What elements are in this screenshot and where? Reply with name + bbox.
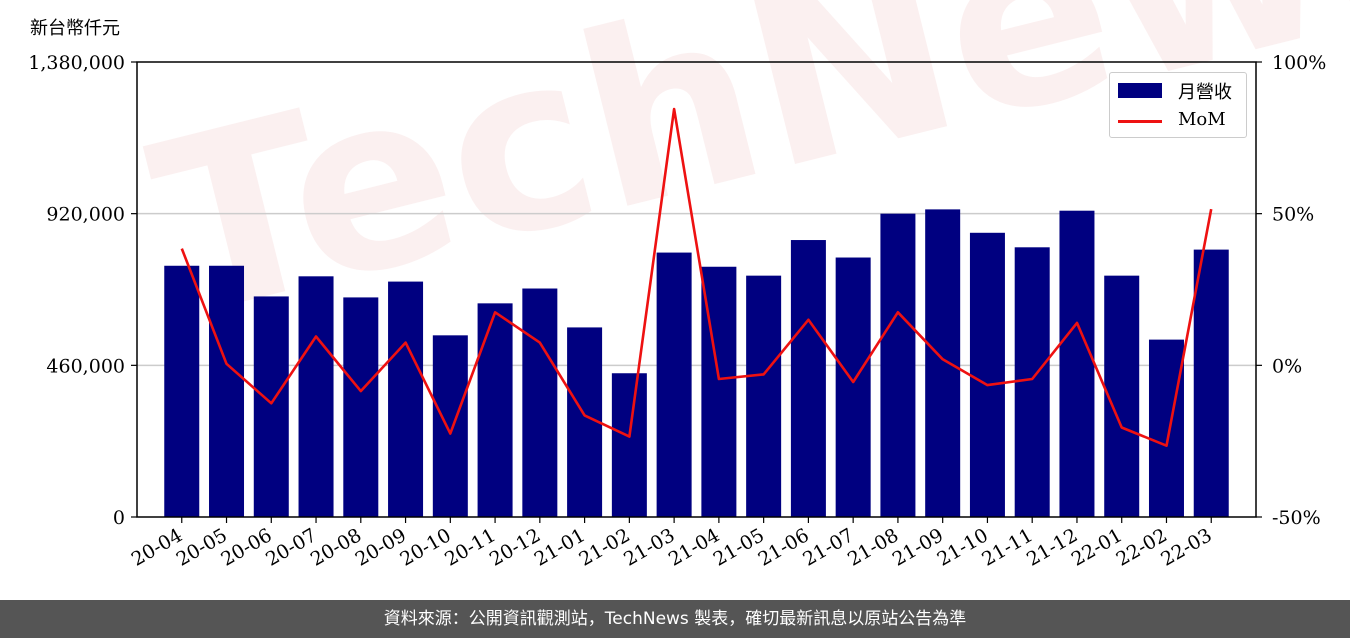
- x-tick-label: 20-07: [262, 524, 320, 570]
- y-right-tick-label: -50%: [1272, 507, 1321, 529]
- bar-20-12: [522, 288, 558, 517]
- chart-legend: 月營收 MoM: [1109, 72, 1247, 138]
- bar-21-10: [969, 232, 1005, 517]
- bar-21-12: [1059, 210, 1095, 517]
- footer-source-note: 資料來源：公開資訊觀測站，TechNews 製表，確切最新訊息以原站公告為準: [0, 600, 1350, 638]
- bar-20-07: [298, 276, 334, 517]
- x-tick-label: 21-06: [754, 524, 812, 570]
- y-left-tick-label: 920,000: [46, 204, 125, 226]
- y-right-tick-label: 50%: [1272, 204, 1314, 226]
- x-tick-label: 20-10: [396, 524, 454, 570]
- x-tick-label: 21-07: [799, 524, 857, 570]
- x-tick-label: 21-02: [575, 524, 633, 570]
- bar-21-06: [790, 240, 826, 518]
- x-tick-label: 22-01: [1068, 524, 1126, 570]
- x-tick-label: 22-03: [1157, 524, 1215, 570]
- x-tick-label: 21-03: [620, 524, 678, 570]
- x-tick-label: 20-11: [441, 524, 499, 570]
- x-tick-label: 21-12: [1023, 524, 1081, 570]
- x-tick-label: 21-01: [531, 524, 589, 570]
- y-left-tick-label: 460,000: [46, 355, 125, 377]
- bar-21-07: [835, 257, 871, 517]
- x-tick-label: 20-09: [352, 524, 410, 570]
- x-tick-label: 20-08: [307, 524, 365, 570]
- y-left-tick-label: 0: [113, 507, 125, 529]
- y-left-tick-label: 1,380,000: [28, 52, 125, 74]
- x-tick-label: 22-02: [1113, 524, 1171, 570]
- bar-21-02: [611, 373, 647, 517]
- bar-20-09: [388, 281, 424, 517]
- x-tick-label: 21-09: [889, 524, 947, 570]
- x-tick-label: 20-12: [486, 524, 544, 570]
- bar-20-04: [164, 265, 200, 517]
- legend-swatch-mom: [1118, 120, 1162, 123]
- bar-20-11: [477, 303, 513, 517]
- bar-22-01: [1104, 275, 1140, 517]
- x-tick-label: 21-05: [710, 524, 768, 570]
- bar-21-11: [1014, 247, 1050, 517]
- legend-item-revenue: 月營收: [1118, 78, 1242, 103]
- plot-frame: [136, 61, 1257, 518]
- bar-22-02: [1148, 339, 1184, 517]
- bar-20-10: [432, 335, 468, 517]
- y-axis-unit-label: 新台幣仟元: [30, 18, 120, 39]
- x-tick-label: 21-04: [665, 524, 723, 570]
- bar-21-03: [656, 252, 692, 518]
- legend-label-mom: MoM: [1178, 109, 1226, 130]
- x-tick-label: 20-06: [217, 524, 275, 570]
- legend-item-mom: MoM: [1118, 109, 1242, 131]
- bar-21-05: [746, 275, 782, 517]
- bar-20-08: [343, 297, 379, 517]
- bar-20-06: [253, 296, 289, 517]
- x-tick-label: 20-04: [128, 524, 186, 570]
- x-tick-label: 21-08: [844, 524, 902, 570]
- bar-21-09: [925, 209, 961, 517]
- y-right-tick-label: 100%: [1272, 52, 1326, 74]
- bar-22-03: [1193, 249, 1229, 517]
- x-tick-label: 21-10: [933, 524, 991, 570]
- x-tick-label: 20-05: [173, 524, 231, 570]
- bar-20-05: [209, 265, 245, 517]
- revenue-chart: 0 460,000 920,000 1,380,000 -50% 0% 50% 100% 20-…: [28, 52, 1326, 571]
- mom-line: [180, 107, 1213, 448]
- legend-swatch-revenue: [1118, 83, 1162, 98]
- y-right-tick-label: 0%: [1272, 355, 1302, 377]
- bar-21-08: [880, 213, 916, 517]
- x-tick-label: 21-11: [978, 524, 1036, 570]
- legend-label-revenue: 月營收: [1178, 82, 1232, 103]
